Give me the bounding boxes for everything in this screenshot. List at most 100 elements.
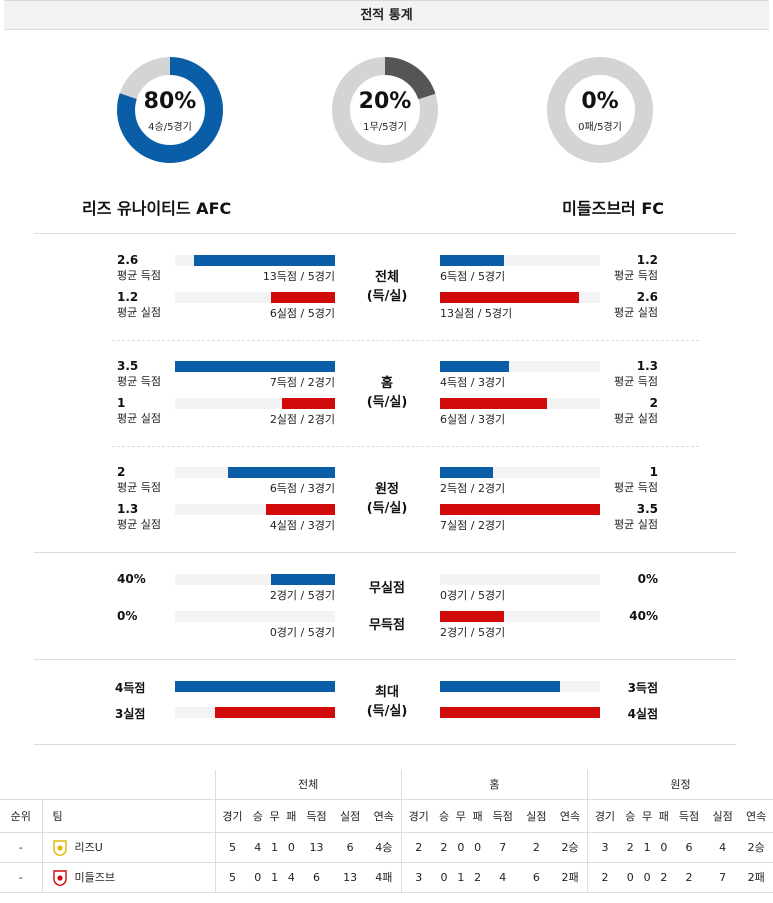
home-stat-value: 2 xyxy=(117,465,126,479)
away-bar-fill xyxy=(440,681,560,692)
section-label: 최대 xyxy=(375,685,399,700)
divider xyxy=(34,744,736,745)
team-cell[interactable]: 미들즈브 xyxy=(41,862,215,893)
away-stat-label: 평균 득점 xyxy=(614,375,658,388)
stat-cell: 1 xyxy=(266,862,283,893)
stat-cell: 5 xyxy=(214,862,250,893)
draw-rate-donut: 20% 1무/5경기 xyxy=(332,57,438,163)
stat-cell: 7 xyxy=(705,862,740,893)
home-stat-value: 40% xyxy=(117,572,146,586)
stat-cell: 1 xyxy=(452,862,470,893)
home-bar-caption: 4실점 / 3경기 xyxy=(269,519,335,532)
home-bar-fill xyxy=(227,467,335,478)
divider xyxy=(34,233,736,234)
column-header: 연속 xyxy=(553,799,588,833)
away-stat-label: 평균 실점 xyxy=(614,518,658,531)
stat-cell: 13 xyxy=(333,862,367,893)
stat-cell: 5 xyxy=(214,832,250,863)
column-header: 승 xyxy=(249,799,267,833)
home-stat-value: 1.2 xyxy=(117,290,139,304)
stat-cell: 2 xyxy=(672,862,706,893)
stat-cell: 1 xyxy=(266,832,283,863)
stat-cell: 6 xyxy=(672,832,706,863)
team-name[interactable]: 미들즈브 xyxy=(74,870,115,884)
team-name[interactable]: 리즈U xyxy=(74,840,103,854)
home-bar-track xyxy=(175,467,335,478)
stat-cell: 2 xyxy=(400,832,436,863)
home-stat-label: 평균 득점 xyxy=(117,269,161,282)
donut-ring xyxy=(117,57,223,163)
stat-cell: 2 xyxy=(655,862,673,893)
away-bar-track xyxy=(440,292,600,303)
stat-cell: 2 xyxy=(519,832,554,863)
donut-percent: 0% xyxy=(581,89,619,114)
away-bar-caption: 2득점 / 2경기 xyxy=(440,482,506,495)
stat-cell: 0 xyxy=(435,862,453,893)
away-bar-track xyxy=(440,467,600,478)
column-header: 승 xyxy=(621,799,639,833)
home-stat-value: 4득점 xyxy=(115,681,146,695)
stat-cell: 6 xyxy=(299,862,334,893)
section-label: 전체 xyxy=(375,270,399,285)
away-stat-label: 평균 득점 xyxy=(614,481,658,494)
rank-header: 순위 xyxy=(0,799,42,833)
donut-percent: 80% xyxy=(143,89,197,114)
home-stat-label: 평균 득점 xyxy=(117,481,161,494)
stat-cell: 2승 xyxy=(553,832,588,863)
section-label-sub: (득/실) xyxy=(366,289,408,304)
team-header: 팀 xyxy=(41,799,215,833)
away-bar-track xyxy=(440,611,600,622)
stat-cell: 2 xyxy=(435,832,453,863)
home-bar-caption: 7득점 / 2경기 xyxy=(269,376,335,389)
group-header-all: 전체 xyxy=(214,770,402,800)
stat-cell: 4패 xyxy=(366,862,402,893)
away-bar-track xyxy=(440,255,600,266)
away-bar-fill xyxy=(440,361,509,372)
rank-cell: - xyxy=(0,832,42,863)
home-bar-caption: 13득점 / 5경기 xyxy=(262,270,335,283)
stat-cell: 4승 xyxy=(366,832,402,863)
away-stat-value: 40% xyxy=(629,609,658,623)
away-bar-fill xyxy=(440,292,580,303)
home-bar-track xyxy=(175,292,335,303)
table-row[interactable]: - 미들즈브 5 0 1 4 6 13 4패 3 0 1 2 4 6 2패 2 0 0 2 2 7 2패 xyxy=(0,862,773,893)
column-header: 연속 xyxy=(739,799,773,833)
section-label: 원정 xyxy=(375,482,399,497)
stat-cell: 1 xyxy=(638,832,656,863)
donut-subtitle: 4승/5경기 xyxy=(148,122,192,133)
away-stat-value: 1 xyxy=(649,465,658,479)
away-stat-value: 3.5 xyxy=(636,502,658,516)
column-header: 실점 xyxy=(333,799,367,833)
stat-cell: 2 xyxy=(469,862,486,893)
stat-cell: 0 xyxy=(282,832,300,863)
home-bar-fill xyxy=(271,292,335,303)
away-bar-caption: 7실점 / 2경기 xyxy=(440,519,506,532)
team-emblem-icon xyxy=(52,839,67,856)
away-bar-track xyxy=(440,504,600,515)
home-bar-fill xyxy=(175,681,335,692)
win-rate-donut: 80% 4승/5경기 xyxy=(117,57,223,163)
table-row[interactable]: - 리즈U 5 4 1 0 13 6 4승 2 2 0 0 7 2 2승 3 2 1 0 6 4 2승 xyxy=(0,832,773,863)
section-label: 무실점 xyxy=(369,581,405,596)
away-bar-track xyxy=(440,361,600,372)
divider xyxy=(34,659,736,660)
donut-ring xyxy=(547,57,653,163)
column-header: 패 xyxy=(282,799,300,833)
away-bar-caption: 0경기 / 5경기 xyxy=(440,589,506,602)
donut-subtitle: 1무/5경기 xyxy=(363,122,407,133)
away-bar-caption: 6득점 / 5경기 xyxy=(440,270,506,283)
home-stat-value: 1.3 xyxy=(117,502,139,516)
home-bar-fill xyxy=(282,398,335,409)
team-cell[interactable]: 리즈U xyxy=(41,832,215,863)
column-header: 연속 xyxy=(366,799,402,833)
stat-cell: 3 xyxy=(400,862,436,893)
away-bar-caption: 6실점 / 3경기 xyxy=(440,413,506,426)
stat-cell: 0 xyxy=(469,832,486,863)
stat-cell: 2 xyxy=(586,862,622,893)
loss-rate-donut: 0% 0패/5경기 xyxy=(547,57,653,163)
away-bar-track xyxy=(440,574,600,585)
column-header: 무 xyxy=(452,799,470,833)
home-bar-fill xyxy=(215,707,335,718)
away-stat-value: 1.2 xyxy=(636,253,658,267)
stat-cell: 6 xyxy=(333,832,367,863)
